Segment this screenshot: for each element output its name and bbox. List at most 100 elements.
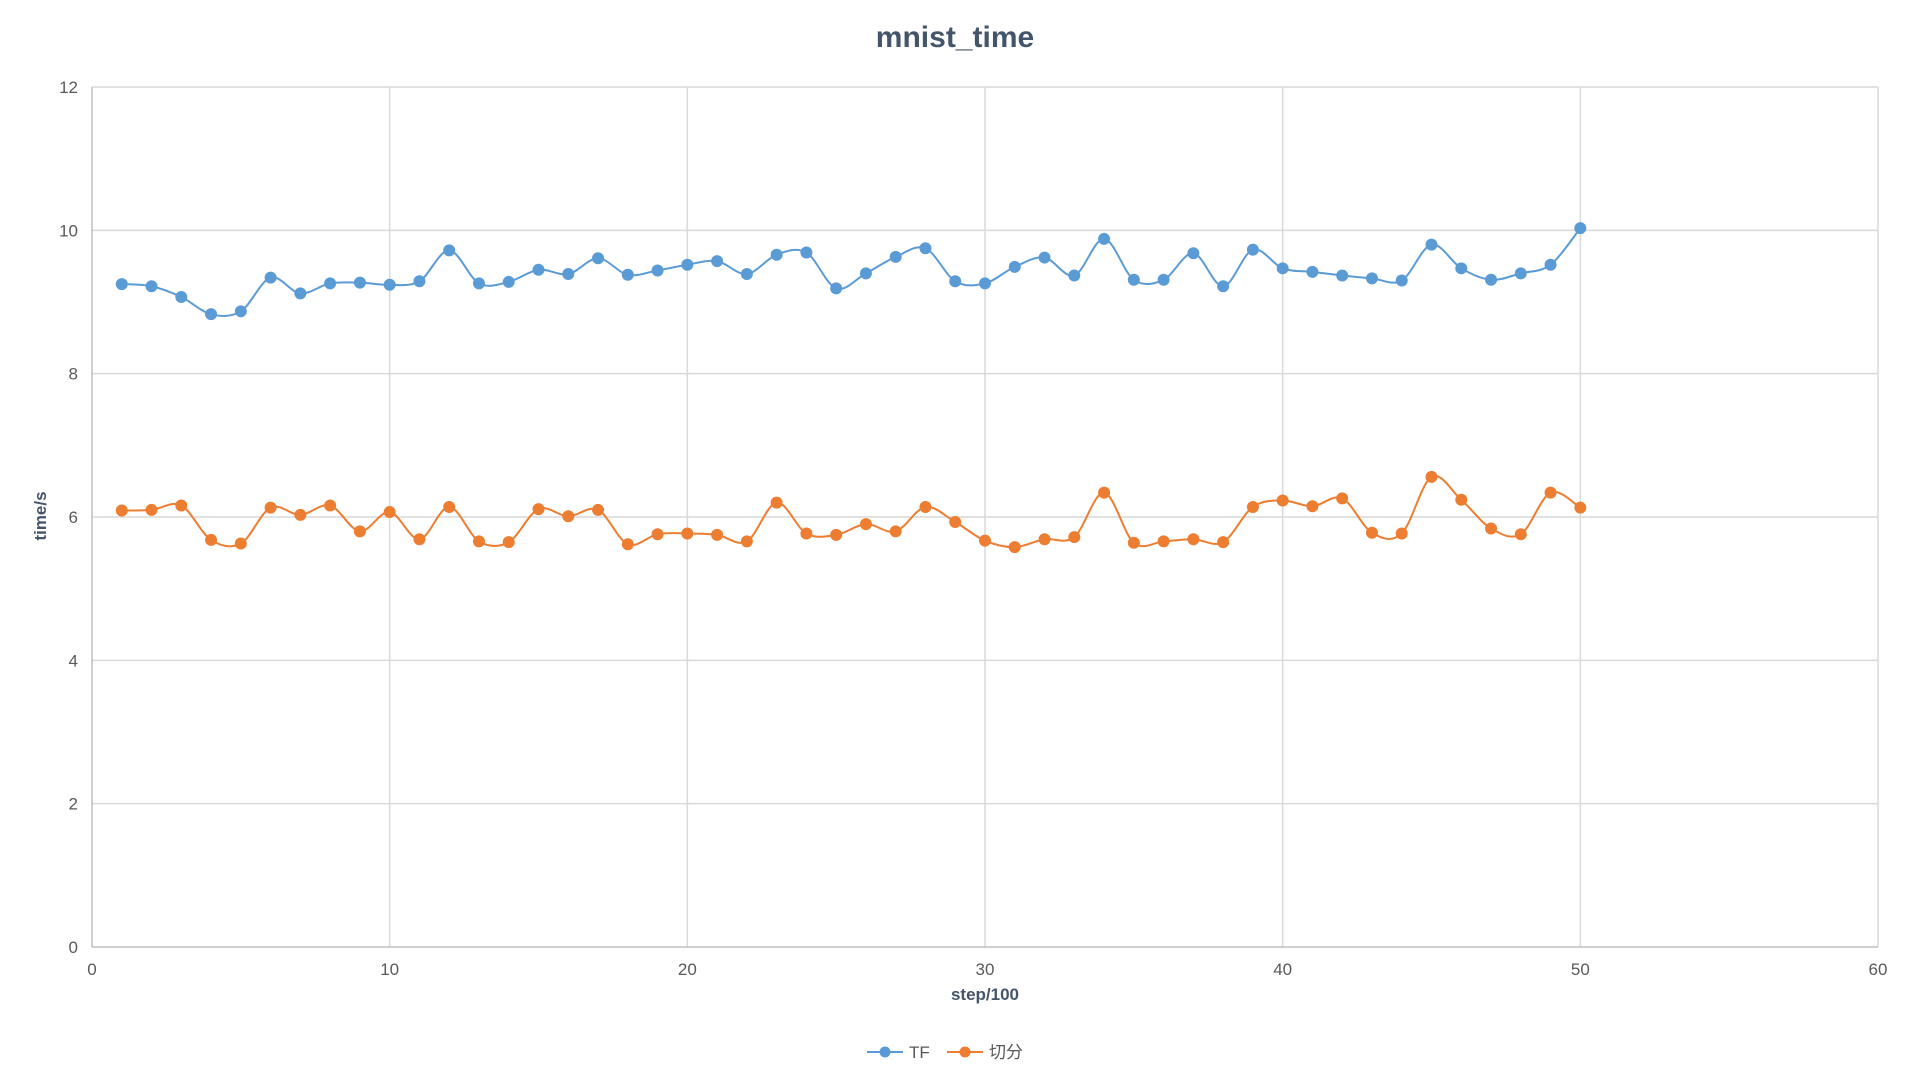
data-point bbox=[919, 242, 932, 255]
data-point bbox=[294, 287, 307, 300]
data-point bbox=[502, 275, 515, 288]
axes bbox=[91, 87, 1878, 948]
data-point bbox=[859, 267, 872, 280]
data-point bbox=[175, 290, 188, 303]
data-point bbox=[1336, 269, 1349, 282]
data-point bbox=[264, 271, 277, 284]
x-tick-label: 20 bbox=[678, 960, 697, 979]
data-point bbox=[324, 499, 337, 512]
series-tf bbox=[115, 222, 1587, 321]
data-point bbox=[1425, 238, 1438, 251]
series-split bbox=[115, 470, 1587, 554]
data-point bbox=[770, 496, 783, 509]
data-point bbox=[1157, 273, 1170, 286]
data-point bbox=[889, 250, 902, 263]
x-tick-label: 0 bbox=[87, 960, 96, 979]
data-point bbox=[1246, 243, 1259, 256]
data-point bbox=[324, 277, 337, 290]
data-point bbox=[1187, 533, 1200, 546]
data-point bbox=[1276, 494, 1289, 507]
data-point bbox=[1425, 470, 1438, 483]
data-point bbox=[115, 278, 128, 291]
data-point bbox=[1485, 522, 1498, 535]
x-tick-label: 50 bbox=[1571, 960, 1590, 979]
data-point bbox=[1574, 501, 1587, 514]
data-point bbox=[800, 527, 813, 540]
data-point bbox=[1127, 536, 1140, 549]
data-point bbox=[145, 280, 158, 293]
data-point bbox=[1038, 533, 1051, 546]
data-point bbox=[1455, 262, 1468, 275]
legend-label: 切分 bbox=[989, 1043, 1023, 1062]
data-point bbox=[1246, 500, 1259, 513]
data-point bbox=[859, 518, 872, 531]
data-point bbox=[1217, 536, 1230, 549]
x-tick-label: 40 bbox=[1273, 960, 1292, 979]
data-point bbox=[711, 528, 724, 541]
data-point bbox=[1187, 247, 1200, 260]
data-point bbox=[711, 255, 724, 268]
data-point bbox=[294, 508, 307, 521]
data-point bbox=[1395, 527, 1408, 540]
gridlines bbox=[92, 86, 1879, 947]
data-point bbox=[681, 258, 694, 271]
legend-label: TF bbox=[909, 1043, 930, 1062]
data-point bbox=[532, 503, 545, 516]
data-point bbox=[1008, 260, 1021, 273]
data-point bbox=[592, 252, 605, 265]
data-point bbox=[145, 503, 158, 516]
data-point bbox=[205, 308, 218, 321]
legend-item: TF bbox=[867, 1043, 930, 1062]
data-point bbox=[1514, 267, 1527, 280]
data-point bbox=[562, 510, 575, 523]
data-point bbox=[1544, 258, 1557, 271]
legend: TF 切分 bbox=[867, 1043, 1023, 1062]
data-point bbox=[740, 535, 753, 548]
data-point bbox=[1365, 272, 1378, 285]
data-point bbox=[1485, 273, 1498, 286]
data-point bbox=[1127, 273, 1140, 286]
y-tick-label: 0 bbox=[69, 938, 78, 957]
x-tick-label: 10 bbox=[380, 960, 399, 979]
data-point bbox=[1068, 531, 1081, 544]
data-point bbox=[115, 504, 128, 517]
x-tick-label: 60 bbox=[1869, 960, 1888, 979]
data-point bbox=[562, 268, 575, 281]
series-layer bbox=[115, 222, 1587, 554]
data-point bbox=[234, 305, 247, 318]
series-line bbox=[121, 474, 1581, 549]
data-point bbox=[1217, 280, 1230, 293]
data-point bbox=[1098, 232, 1111, 245]
data-point bbox=[1068, 269, 1081, 282]
y-tick-label: 8 bbox=[69, 365, 78, 384]
data-point bbox=[205, 533, 218, 546]
legend-item: 切分 bbox=[947, 1043, 1023, 1062]
data-point bbox=[1365, 526, 1378, 539]
tick-labels: 0 2 4 6 8 10 12 0 10 20 30 40 50 60 bbox=[59, 78, 1887, 979]
data-point bbox=[830, 528, 843, 541]
data-point bbox=[651, 264, 664, 277]
data-point bbox=[1306, 265, 1319, 278]
data-point bbox=[413, 533, 426, 546]
data-point bbox=[175, 499, 188, 512]
y-tick-label: 6 bbox=[69, 508, 78, 527]
data-point bbox=[1336, 492, 1349, 505]
data-point bbox=[1157, 535, 1170, 548]
data-point bbox=[949, 275, 962, 288]
data-point bbox=[979, 534, 991, 547]
data-point bbox=[353, 276, 366, 289]
data-point bbox=[443, 244, 456, 257]
data-point bbox=[472, 277, 485, 290]
data-point bbox=[353, 525, 366, 538]
legend-marker bbox=[879, 1046, 891, 1058]
data-point bbox=[830, 282, 843, 295]
data-point bbox=[1395, 274, 1408, 287]
series-line bbox=[121, 227, 1582, 317]
data-point bbox=[621, 538, 634, 551]
data-point bbox=[383, 278, 396, 291]
data-point bbox=[1038, 251, 1051, 264]
y-tick-label: 2 bbox=[69, 795, 78, 814]
data-point bbox=[234, 537, 247, 550]
data-point bbox=[1574, 222, 1587, 235]
